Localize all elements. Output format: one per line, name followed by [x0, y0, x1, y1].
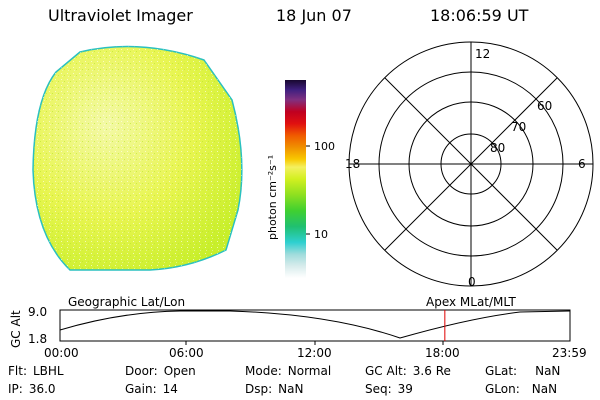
colorbar-tick-label: 100 — [314, 140, 335, 153]
info-label: Gain: — [125, 382, 157, 396]
disk-texture — [33, 46, 242, 270]
lat-label-80: 80 — [490, 141, 505, 155]
image-date: 18 Jun 07 — [276, 6, 352, 25]
polar-plot — [348, 41, 594, 287]
orbit-x-tick: 06:00 — [169, 346, 204, 360]
orbit-y-label: GC Alt — [9, 310, 23, 348]
mlt-label-18: 18 — [345, 157, 360, 171]
orbit-x-tick: 00:00 — [44, 346, 79, 360]
orbit-plot: Geographic Lat/Lon Apex MLat/MLT GC Alt … — [9, 295, 587, 360]
orbit-x-tick: 23:59 — [552, 346, 587, 360]
info-value: 3.6 Re — [412, 364, 451, 378]
info-glon: GLon: NaN — [485, 382, 557, 396]
mlt-label-0: 0 — [468, 275, 476, 289]
info-value: 36.0 — [28, 382, 56, 396]
orbit-left-label: Geographic Lat/Lon — [68, 295, 185, 309]
lat-label-60: 60 — [537, 99, 552, 113]
info-label: IP: — [8, 382, 23, 396]
info-seq: Seq: 39 — [365, 382, 413, 396]
info-value: 14 — [162, 382, 178, 396]
info-value: Normal — [287, 364, 332, 378]
colorbar-gradient — [285, 80, 306, 278]
colorbar-tick-label: 10 — [314, 228, 328, 241]
uvi-image — [32, 45, 243, 271]
orbit-plot-frame — [59, 309, 571, 342]
info-label: GLat: — [485, 364, 518, 378]
polar-line-diagonal — [384, 77, 558, 251]
info-label: Flt: — [8, 364, 27, 378]
orbit-x-tick: 18:00 — [425, 346, 460, 360]
info-value: NaN — [531, 382, 558, 396]
info-label: Dsp: — [245, 382, 273, 396]
info-ip: IP: 36.0 — [8, 382, 56, 396]
info-dsp: Dsp: NaN — [245, 382, 303, 396]
info-value: NaN — [535, 364, 561, 378]
info-value: LBHL — [32, 364, 64, 378]
altitude-curve — [59, 310, 571, 339]
instrument-title: Ultraviolet Imager — [48, 6, 193, 25]
info-value: 39 — [397, 382, 413, 396]
orbit-y-tick: 9.0 — [28, 305, 47, 319]
image-time: 18:06:59 UT — [430, 6, 529, 25]
info-glat: GLat: NaN — [485, 364, 560, 378]
info-mode: Mode: Normal — [245, 364, 331, 378]
info-value: NaN — [278, 382, 304, 396]
info-gc-alt: GC Alt: 3.6 Re — [365, 364, 451, 378]
info-door: Door: Open — [125, 364, 196, 378]
mlt-label-6: 6 — [578, 157, 586, 171]
info-label: Door: — [125, 364, 158, 378]
orbit-right-label: Apex MLat/MLT — [426, 295, 516, 309]
info-label: Seq: — [365, 382, 392, 396]
colorbar-units-label: photon cm⁻²s⁻¹ — [266, 155, 279, 240]
info-filter: Flt: LBHL — [8, 364, 64, 378]
orbit-x-tick: 12:00 — [297, 346, 332, 360]
info-label: Mode: — [245, 364, 282, 378]
info-label: GLon: — [485, 382, 520, 396]
lat-label-70: 70 — [511, 120, 526, 134]
info-label: GC Alt: — [365, 364, 407, 378]
info-gain: Gain: 14 — [125, 382, 178, 396]
orbit-y-tick: 1.8 — [28, 332, 47, 346]
info-value: Open — [163, 364, 196, 378]
colorbar: 100 10 photon cm⁻²s⁻¹ — [266, 80, 335, 278]
mlt-label-12: 12 — [475, 47, 490, 61]
